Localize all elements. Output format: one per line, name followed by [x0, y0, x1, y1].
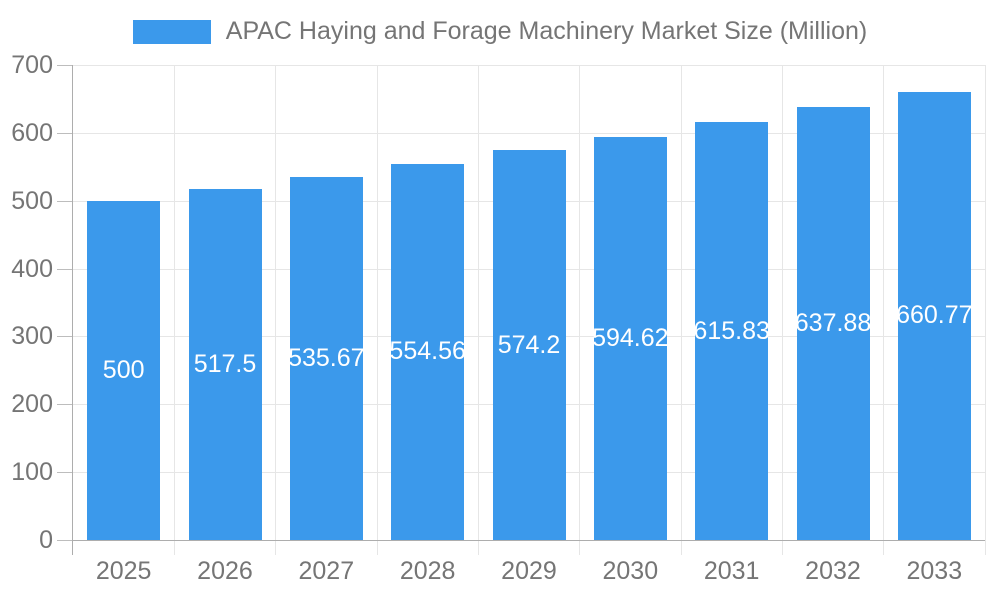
legend-swatch-icon	[132, 19, 211, 44]
y-axis-tick	[57, 540, 73, 541]
y-axis-label: 200	[11, 390, 53, 419]
y-axis-label: 0	[39, 526, 53, 554]
v-gridline	[984, 65, 986, 555]
y-axis-tick	[57, 200, 73, 202]
y-axis-label: 500	[11, 186, 53, 215]
y-axis-tick	[57, 404, 73, 406]
y-axis-tick	[57, 132, 73, 134]
bar-value-label: 574.2	[497, 330, 561, 359]
bar: 615.83	[693, 122, 770, 540]
x-axis-label: 2025	[95, 557, 152, 585]
v-gridline	[579, 65, 581, 555]
v-gridline	[680, 65, 682, 555]
bar-value-label: 615.83	[693, 316, 770, 345]
y-axis-label: 400	[11, 254, 53, 283]
y-axis-label: 600	[11, 118, 53, 147]
legend-label: APAC Haying and Forage Machinery Market …	[225, 17, 868, 45]
v-gridline	[477, 65, 479, 555]
bar-value-label: 517.5	[193, 349, 257, 378]
bar: 535.67	[288, 176, 365, 540]
bar-value-label: 500	[102, 355, 145, 384]
bar: 574.2	[492, 150, 566, 540]
bar-value-label: 554.56	[389, 337, 466, 366]
legend-item[interactable]: APAC Haying and Forage Machinery Market …	[0, 17, 1000, 46]
v-gridline	[883, 65, 885, 555]
y-axis-label: 100	[11, 458, 53, 487]
y-axis-tick	[57, 336, 73, 338]
y-axis-tick	[57, 472, 73, 474]
y-axis-line	[72, 65, 73, 555]
bar: 500	[87, 200, 161, 540]
x-axis-label: 2031	[703, 557, 760, 585]
x-axis-label: 2026	[197, 557, 253, 585]
bar: 660.77	[896, 91, 973, 540]
bar: 554.56	[389, 163, 466, 540]
x-axis-label: 2030	[602, 557, 659, 585]
plot-area: 0 100 200 300 400 500 600 700 500 2025 517.5 2026 53…	[11, 51, 986, 585]
y-axis-tick	[57, 65, 73, 66]
x-axis-label: 2033	[906, 557, 963, 585]
bar-value-label: 660.77	[896, 301, 973, 330]
y-axis-label: 300	[11, 322, 53, 351]
bar-value-label: 594.62	[592, 323, 669, 352]
h-gridline	[73, 132, 985, 134]
bar-value-label: 637.88	[794, 309, 872, 338]
x-axis-label: 2028	[399, 557, 456, 585]
y-axis-label: 700	[11, 51, 53, 79]
v-gridline	[173, 65, 175, 555]
v-gridline	[376, 65, 378, 555]
bar: 637.88	[794, 107, 872, 540]
y-axis-tick	[57, 268, 73, 270]
x-axis-line	[73, 540, 985, 541]
x-axis-label: 2027	[298, 557, 355, 585]
x-axis-label: 2029	[501, 557, 557, 585]
bar: 594.62	[592, 136, 669, 540]
x-axis-label: 2032	[805, 557, 861, 585]
v-gridline	[275, 65, 277, 555]
bar: 517.5	[188, 188, 262, 540]
bar-value-label: 535.67	[288, 343, 365, 372]
v-gridline	[781, 65, 783, 555]
h-gridline	[73, 65, 985, 66]
